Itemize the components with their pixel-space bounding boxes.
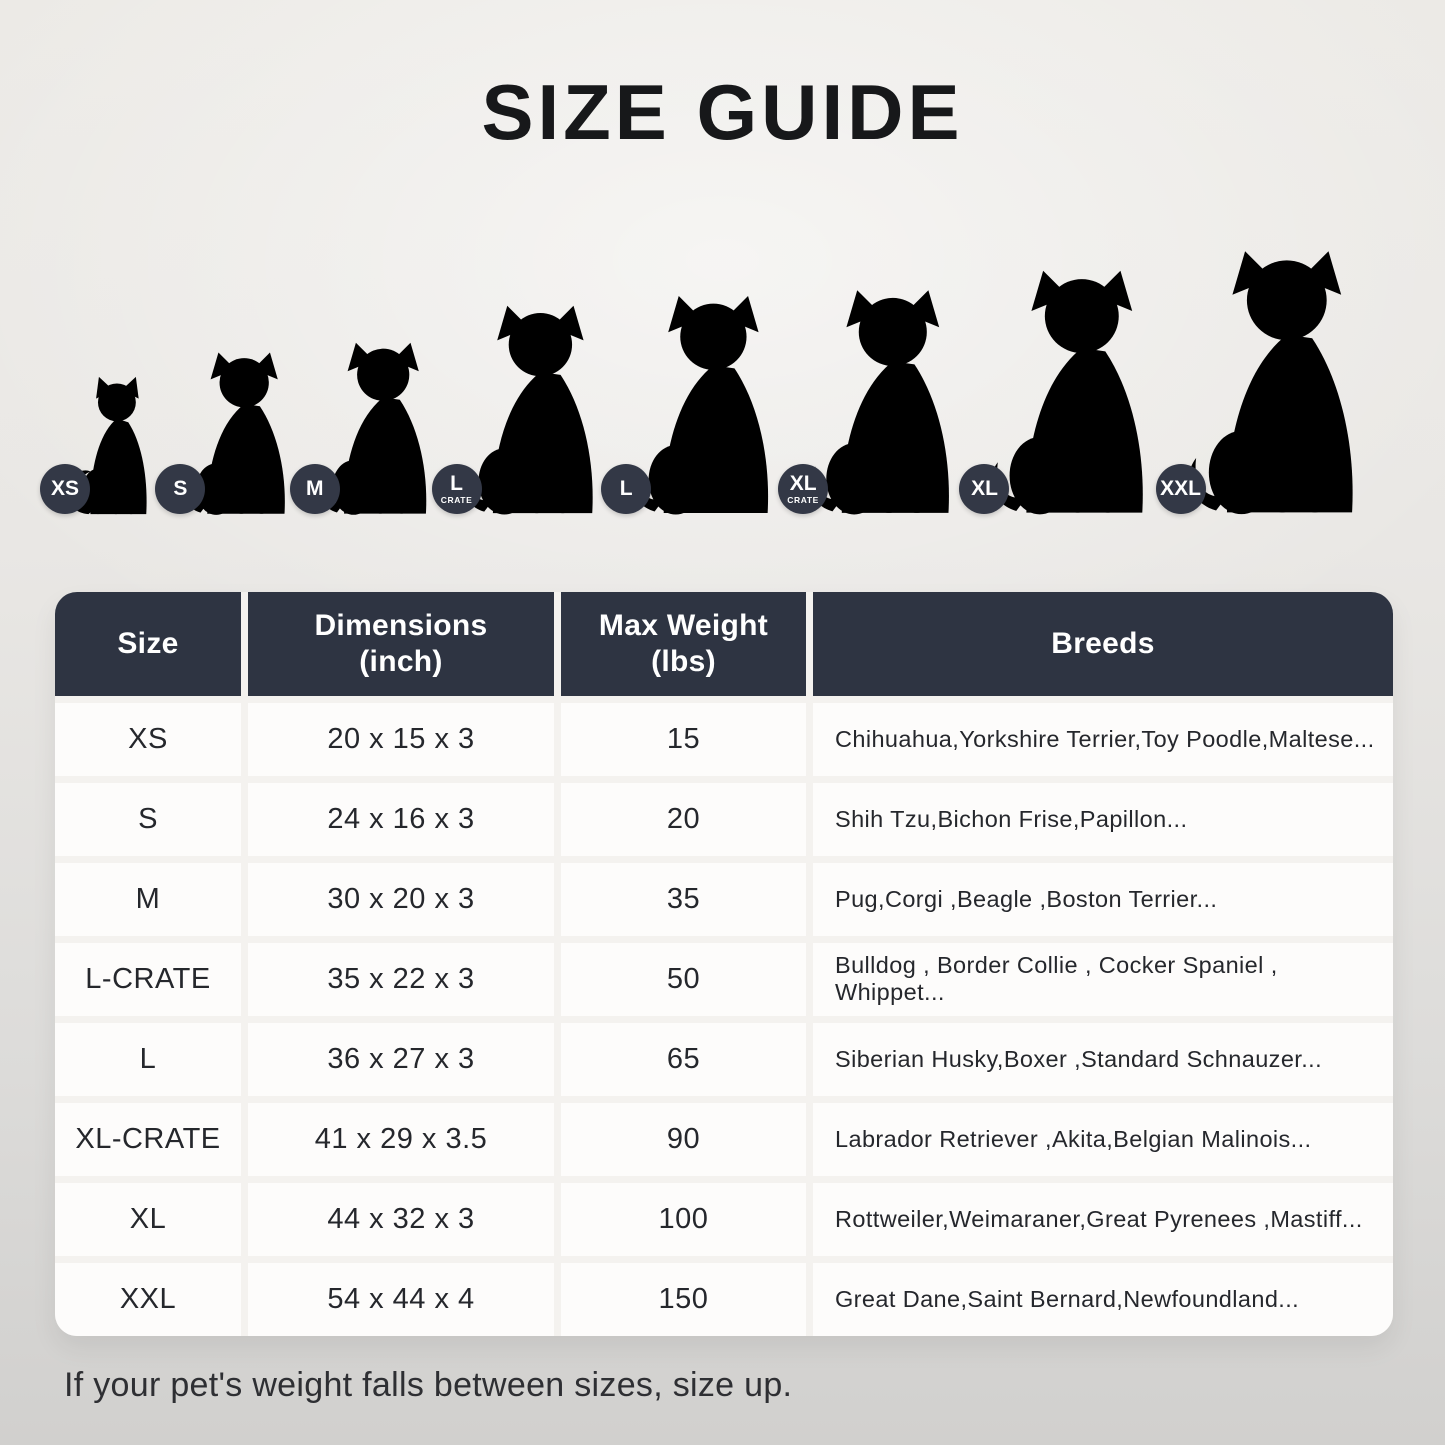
- badge-label: XL: [971, 477, 998, 501]
- breeds-cell: Great Dane,Saint Bernard,Newfoundland...: [813, 1262, 1393, 1336]
- badge-label: S: [173, 477, 188, 501]
- badge-xs: XS: [40, 463, 90, 514]
- col-header-dimensions: Dimensions (inch): [248, 591, 554, 696]
- col-header-breeds: Breeds: [813, 591, 1393, 696]
- max-weight-cell: 100: [561, 1182, 806, 1256]
- doberman-illustration: [1178, 244, 1377, 516]
- animal-cat: XS: [40, 374, 166, 516]
- size-cell: XL: [55, 1182, 241, 1256]
- header-label: Size: [117, 626, 179, 660]
- col-header-size: Size: [55, 591, 241, 696]
- dimensions-cell: 36 x 27 x 3: [248, 1022, 554, 1096]
- size-cell: M: [55, 862, 241, 936]
- size-cell: XL-CRATE: [55, 1102, 241, 1176]
- badge-xxl: XXL: [1155, 463, 1206, 514]
- max-weight-cell: 50: [561, 942, 806, 1016]
- breeds-cell: Rottweiler,Weimaraner,Great Pyrenees ,Ma…: [813, 1182, 1393, 1256]
- dimensions-cell: 41 x 29 x 3.5: [248, 1102, 554, 1176]
- size-cell: XXL: [55, 1262, 241, 1336]
- header-label: Dimensions: [314, 608, 488, 642]
- breeds-cell: Labrador Retriever ,Akita,Belgian Malino…: [813, 1102, 1393, 1176]
- badge-xl: XL: [959, 463, 1010, 514]
- badge-label: XS: [50, 477, 79, 501]
- max-weight-cell: 20: [561, 782, 806, 856]
- badge-label: XL: [789, 472, 817, 496]
- size-cell: L-CRATE: [55, 942, 241, 1016]
- header-label: Max Weight: [598, 608, 769, 642]
- dimensions-cell: 30 x 20 x 3: [248, 862, 554, 936]
- dimensions-cell: 24 x 16 x 3: [248, 782, 554, 856]
- breeds-cell: Siberian Husky,Boxer ,Standard Schnauzer…: [813, 1022, 1393, 1096]
- badge-xl-crate: XL CRATE: [778, 463, 829, 514]
- header-sublabel: (lbs): [651, 644, 716, 678]
- size-cell: L: [55, 1022, 241, 1096]
- col-header-max-weight: Max Weight (lbs): [561, 591, 806, 696]
- header-label: Breeds: [1051, 626, 1155, 660]
- size-table: Size Dimensions (inch) Max Weight (lbs) …: [55, 591, 1393, 1336]
- breeds-cell: Pug,Corgi ,Beagle ,Boston Terrier...: [813, 862, 1393, 936]
- max-weight-cell: 150: [561, 1262, 806, 1336]
- dimensions-cell: 20 x 15 x 3: [248, 702, 554, 776]
- badge-s: S: [155, 463, 206, 514]
- footer-note: If your pet's weight falls between sizes…: [64, 1365, 793, 1404]
- badge-l: L: [601, 463, 652, 514]
- dimensions-cell: 44 x 32 x 3: [248, 1182, 554, 1256]
- animal-lineup: XS S M L CRATE: [40, 242, 1377, 516]
- page-title: SIZE GUIDE: [481, 68, 964, 156]
- badge-l-crate: L CRATE: [431, 463, 482, 514]
- header-sublabel: (inch): [359, 644, 443, 678]
- max-weight-cell: 90: [561, 1102, 806, 1176]
- max-weight-cell: 15: [561, 702, 806, 776]
- max-weight-cell: 35: [561, 862, 806, 936]
- size-cell: XS: [55, 702, 241, 776]
- breeds-cell: Bulldog , Border Collie , Cocker Spaniel…: [813, 942, 1393, 1016]
- badge-label: XXL: [1160, 477, 1201, 501]
- size-cell: S: [55, 782, 241, 856]
- animal-border-collie: L: [601, 290, 789, 516]
- max-weight-cell: 65: [561, 1022, 806, 1096]
- badge-label: L: [450, 472, 463, 496]
- dimensions-cell: 35 x 22 x 3: [248, 942, 554, 1016]
- breeds-cell: Shih Tzu,Bichon Frise,Papillon...: [813, 782, 1393, 856]
- animal-labrador: XL CRATE: [778, 284, 970, 516]
- golden-retriever-illustration: [981, 264, 1166, 516]
- dimensions-cell: 54 x 44 x 4: [248, 1262, 554, 1336]
- badge-m: M: [289, 463, 340, 514]
- badge-sublabel: CRATE: [787, 495, 819, 506]
- badge-label: M: [306, 477, 324, 501]
- animal-shiba-inu: L CRATE: [431, 300, 612, 516]
- animal-doberman: XXL: [1155, 244, 1377, 516]
- breeds-cell: Chihuahua,Yorkshire Terrier,Toy Poodle,M…: [813, 702, 1393, 776]
- badge-label: L: [619, 477, 633, 501]
- badge-sublabel: CRATE: [440, 495, 473, 506]
- animal-french-bulldog: M: [289, 338, 443, 516]
- animal-pomeranian: S: [155, 348, 300, 516]
- animal-golden-retriever: XL: [959, 264, 1166, 516]
